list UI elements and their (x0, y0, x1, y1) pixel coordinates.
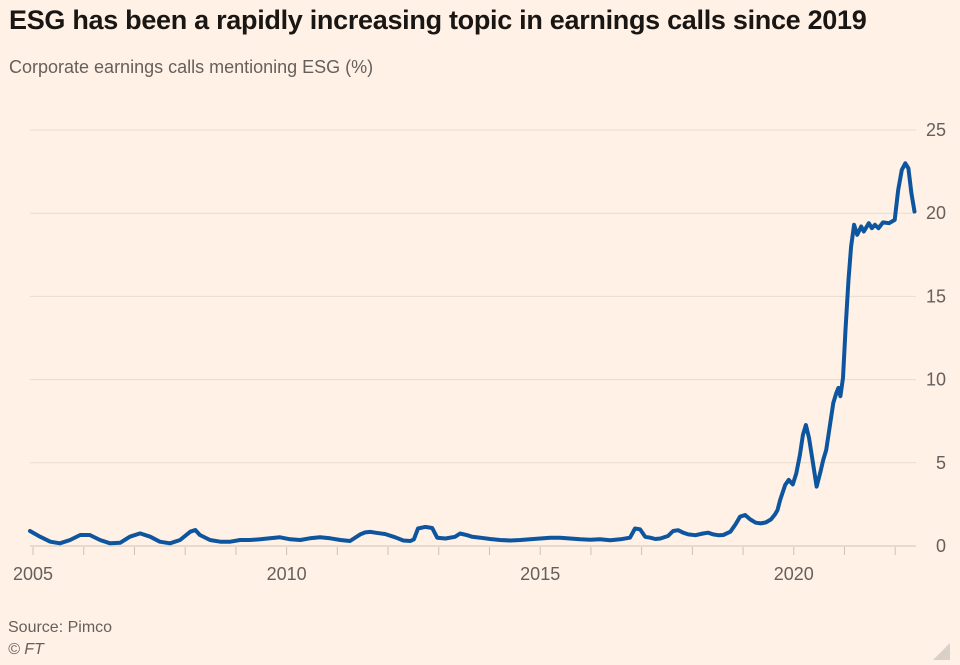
x-axis-label: 2010 (267, 564, 307, 584)
y-axis-label: 25 (926, 120, 946, 140)
chart-title: ESG has been a rapidly increasing topic … (9, 5, 867, 35)
y-axis-label: 10 (926, 370, 946, 390)
y-axis-label: 5 (936, 453, 946, 473)
source-label: Source: Pimco (8, 619, 113, 636)
x-axis-label: 2020 (774, 564, 814, 584)
resize-handle-icon[interactable] (933, 643, 950, 660)
chart-subtitle: Corporate earnings calls mentioning ESG … (9, 57, 374, 77)
esg-line-series (28, 161, 917, 546)
ft-copyright-label: © FT (8, 641, 44, 658)
x-axis-label: 2005 (13, 564, 53, 584)
x-axis-label: 2015 (520, 564, 560, 584)
y-axis-label: 0 (936, 536, 946, 556)
y-axis-label: 15 (926, 286, 946, 306)
y-axis-label: 20 (926, 203, 946, 223)
